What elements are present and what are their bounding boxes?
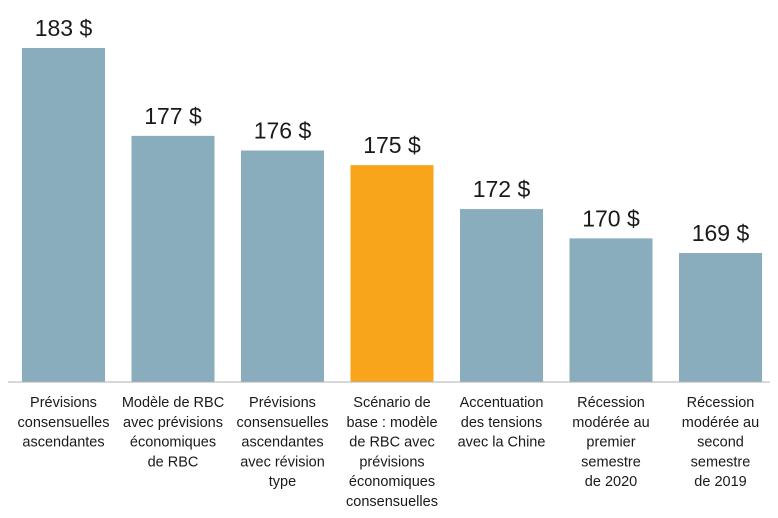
category-label-line: Prévisions xyxy=(30,395,97,411)
value-label-7: 169 $ xyxy=(692,220,750,246)
category-label-line: semestre xyxy=(581,454,641,470)
category-label-line: Scénario de xyxy=(353,395,430,411)
category-label-1: Prévisions consensuelles ascendantes xyxy=(18,395,110,451)
category-label-line: consensuelles xyxy=(346,494,438,510)
category-label-line: de RBC avec xyxy=(349,435,434,451)
category-label-line: ascendantes xyxy=(241,435,323,451)
category-label-2: Modèle de RBC avec prévisions économiques d… xyxy=(122,395,224,470)
category-label-line: de 2019 xyxy=(694,474,746,490)
value-label-2: 177 $ xyxy=(144,103,202,129)
category-label-line: second xyxy=(697,435,744,451)
category-labels-group: Prévisions consensuelles ascendantes Modèle… xyxy=(18,395,760,510)
category-label-line: ascendantes xyxy=(22,435,104,451)
category-label-line: avec révision xyxy=(240,454,325,470)
category-label-line: des tensions xyxy=(461,415,542,431)
category-label-line: type xyxy=(269,474,296,490)
value-label-4: 175 $ xyxy=(363,132,421,158)
category-label-line: avec la Chine xyxy=(458,435,546,451)
category-label-line: Récession xyxy=(687,395,755,411)
category-label-line: prévisions xyxy=(359,454,424,470)
value-label-6: 170 $ xyxy=(582,205,640,231)
category-label-line: modérée au xyxy=(682,415,759,431)
category-label-line: premier xyxy=(586,435,635,451)
category-label-4: Scénario de base : modèle de RBC avec prévi… xyxy=(346,395,438,510)
category-label-line: consensuelles xyxy=(18,415,110,431)
category-label-line: Prévisions xyxy=(249,395,316,411)
bars-group xyxy=(22,48,762,382)
category-label-7: Récession modérée au second semestre de 2019 xyxy=(682,395,759,490)
bar-2 xyxy=(131,135,215,382)
category-label-line: modérée au xyxy=(572,415,649,431)
value-label-3: 176 $ xyxy=(254,118,312,144)
category-label-line: Accentuation xyxy=(460,395,544,411)
category-label-6: Récession modérée au premier semestre de 202… xyxy=(572,395,649,490)
category-label-line: consensuelles xyxy=(237,415,329,431)
category-label-line: économiques xyxy=(349,474,435,490)
category-label-line: base : modèle xyxy=(346,415,437,431)
category-label-line: économiques xyxy=(130,435,216,451)
value-label-5: 172 $ xyxy=(473,176,531,202)
category-label-5: Accentuation des tensions avec la Chine xyxy=(458,395,546,451)
bar-4 xyxy=(350,165,434,382)
category-label-line: semestre xyxy=(691,454,751,470)
bar-3 xyxy=(241,150,324,382)
bar-5 xyxy=(460,209,543,382)
value-label-1: 183 $ xyxy=(35,15,93,41)
bar-7 xyxy=(679,253,762,382)
category-label-line: de RBC xyxy=(148,454,199,470)
bar-1 xyxy=(22,48,105,382)
category-label-line: Modèle de RBC xyxy=(122,395,224,411)
category-label-line: de 2020 xyxy=(585,474,637,490)
value-labels-group: 183 $ 177 $ 176 $ 175 $ 172 $ 170 $ 169 $ xyxy=(35,15,750,246)
category-label-line: Récession xyxy=(577,395,645,411)
bar-6 xyxy=(569,238,653,382)
category-label-3: Prévisions consensuelles ascendantes avec r… xyxy=(237,395,329,490)
category-label-line: avec prévisions xyxy=(123,415,223,431)
